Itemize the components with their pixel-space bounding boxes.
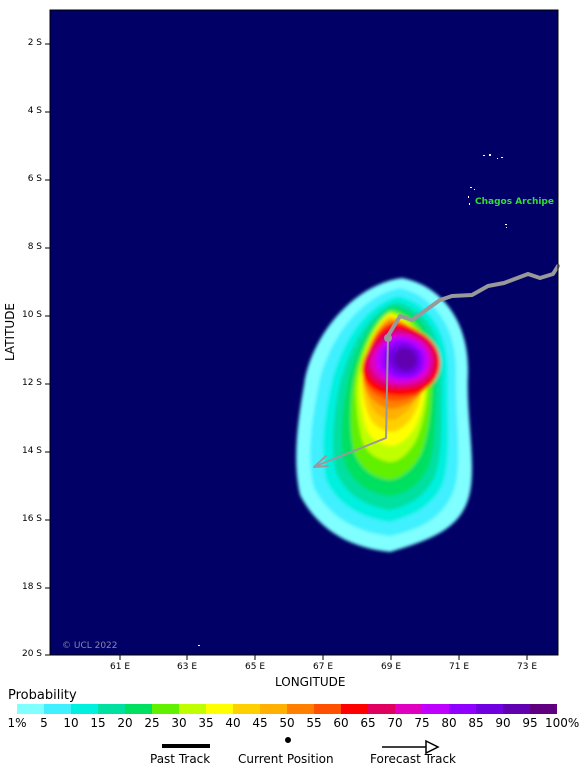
legend-past-track-label: Past Track bbox=[150, 752, 211, 766]
lon-label: 63 E bbox=[177, 662, 197, 672]
scale-label: 25 bbox=[144, 716, 160, 730]
scale-label: 30 bbox=[171, 716, 187, 730]
scale-swatch bbox=[17, 704, 44, 714]
place-label: Chagos Archipe bbox=[475, 197, 554, 207]
y-ticks bbox=[45, 43, 50, 656]
scale-swatch bbox=[71, 704, 98, 714]
forecast-arrowhead bbox=[313, 455, 329, 468]
lat-label: 20 S bbox=[21, 649, 42, 659]
lat-label: 8 S bbox=[27, 242, 42, 252]
scale-label: 60 bbox=[333, 716, 349, 730]
current-position-marker bbox=[384, 334, 392, 342]
scale-label: 35 bbox=[198, 716, 214, 730]
scale-label: 55 bbox=[306, 716, 322, 730]
scale-label: 50 bbox=[279, 716, 295, 730]
lat-label: 18 S bbox=[21, 582, 42, 592]
legend-current-position-symbol bbox=[285, 737, 291, 743]
scale-swatch bbox=[125, 704, 152, 714]
past-track bbox=[386, 264, 560, 338]
scale-label: 80 bbox=[441, 716, 457, 730]
scale-label: 20 bbox=[117, 716, 133, 730]
lon-label: 67 E bbox=[313, 662, 333, 672]
scale-label: 1% bbox=[7, 716, 27, 730]
scale-swatch bbox=[152, 704, 179, 714]
lon-label: 65 E bbox=[245, 662, 265, 672]
scale-label: 75 bbox=[414, 716, 430, 730]
scale-label: 45 bbox=[252, 716, 268, 730]
scale-label: 10 bbox=[63, 716, 79, 730]
islands bbox=[198, 154, 507, 646]
track bbox=[313, 264, 560, 468]
lat-label: 16 S bbox=[21, 514, 42, 524]
scale-swatch bbox=[395, 704, 422, 714]
scale-label: 15 bbox=[90, 716, 106, 730]
scale-swatch bbox=[422, 704, 449, 714]
scale-swatch bbox=[476, 704, 503, 714]
legend-current-position-label: Current Position bbox=[238, 752, 334, 766]
copyright-label: © UCL 2022 bbox=[62, 641, 118, 651]
scale-swatch bbox=[179, 704, 206, 714]
scale-swatch bbox=[44, 704, 71, 714]
scale-swatch bbox=[314, 704, 341, 714]
lon-label: 61 E bbox=[110, 662, 130, 672]
y-axis-title: LATITUDE bbox=[3, 302, 17, 362]
legend-title: Probability bbox=[8, 688, 77, 703]
lon-label: 73 E bbox=[517, 662, 537, 672]
scale-swatch bbox=[341, 704, 368, 714]
scale-swatch bbox=[368, 704, 395, 714]
scale-label: 100% bbox=[545, 716, 580, 730]
scale-swatch bbox=[233, 704, 260, 714]
map-frame bbox=[49, 9, 559, 656]
scale-swatch bbox=[530, 704, 557, 714]
scale-label: 40 bbox=[225, 716, 241, 730]
scale-swatch bbox=[206, 704, 233, 714]
lat-label: 2 S bbox=[27, 38, 42, 48]
scale-label: 90 bbox=[495, 716, 511, 730]
scale-label: 95 bbox=[522, 716, 538, 730]
scale-swatch bbox=[98, 704, 125, 714]
lat-label: 14 S bbox=[21, 446, 42, 456]
ocean-background bbox=[50, 10, 558, 655]
scale-label: 70 bbox=[387, 716, 403, 730]
x-ticks bbox=[119, 655, 528, 660]
legend-forecast-track-symbol bbox=[382, 739, 440, 755]
lat-label: 10 S bbox=[21, 310, 42, 320]
x-axis-title: LONGITUDE bbox=[275, 675, 346, 689]
lat-label: 6 S bbox=[27, 174, 42, 184]
scale-label: 5 bbox=[40, 716, 48, 730]
lon-label: 71 E bbox=[449, 662, 469, 672]
legend-forecast-track-label: Forecast Track bbox=[370, 752, 456, 766]
scale-swatch bbox=[503, 704, 530, 714]
lat-label: 4 S bbox=[27, 106, 42, 116]
lon-label: 69 E bbox=[381, 662, 401, 672]
scale-label: 65 bbox=[360, 716, 376, 730]
color-scale bbox=[17, 704, 557, 714]
scale-label: 85 bbox=[468, 716, 484, 730]
scale-swatch bbox=[449, 704, 476, 714]
forecast-track bbox=[315, 335, 389, 467]
lat-label: 12 S bbox=[21, 378, 42, 388]
scale-swatch bbox=[260, 704, 287, 714]
scale-swatch bbox=[287, 704, 314, 714]
